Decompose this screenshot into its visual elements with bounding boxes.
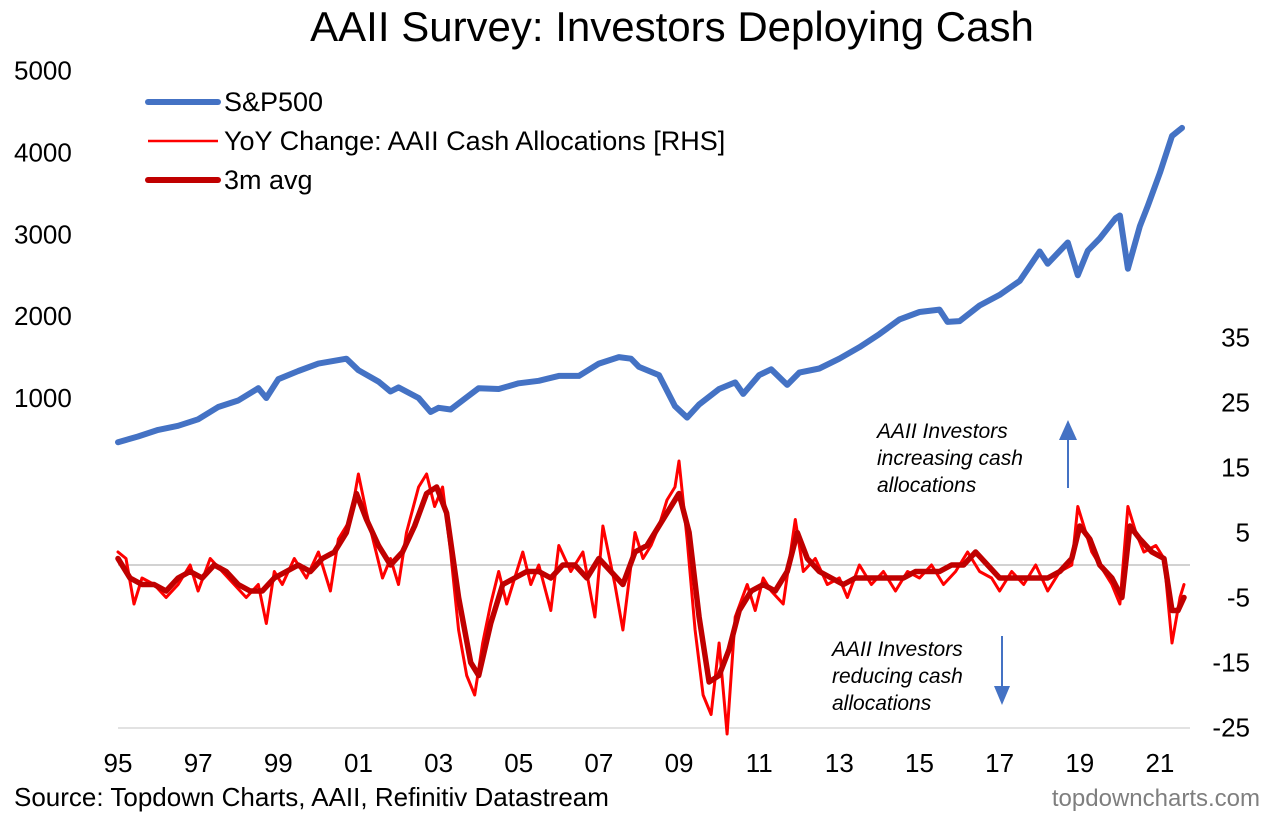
left-tick-label: 5000: [14, 56, 72, 86]
right-tick-label: 35: [1221, 323, 1250, 353]
x-tick-label: 09: [665, 748, 694, 778]
left-tick-label: 3000: [14, 219, 72, 249]
right-tick-label: 15: [1221, 453, 1250, 483]
chart-title: AAII Survey: Investors Deploying Cash: [310, 3, 1034, 50]
annotation-down-line-2: reducing cash: [832, 665, 963, 688]
x-tick-label: 97: [184, 748, 213, 778]
left-axis-ticks: 5000 4000 3000 2000 1000: [14, 56, 72, 413]
legend-label-sp500: S&P500: [224, 87, 323, 117]
left-tick-label: 2000: [14, 301, 72, 331]
x-tick-label: 11: [746, 748, 773, 778]
right-tick-label: -15: [1212, 648, 1250, 678]
annotation-down-line-3: allocations: [832, 692, 932, 715]
x-tick-label: 01: [344, 748, 373, 778]
x-tick-label: 05: [504, 748, 533, 778]
series-3m-avg: [115, 484, 1187, 685]
legend: S&P500 YoY Change: AAII Cash Allocations…: [145, 87, 725, 195]
annotation-up-line-2: increasing cash: [877, 447, 1023, 470]
right-axis-ticks: 35 25 15 5 -5 -15 -25: [1212, 323, 1250, 743]
x-tick-label: 17: [985, 748, 1014, 778]
annotation-up-line-1: AAII Investors: [875, 420, 1008, 443]
series-yoy-change: [116, 459, 1186, 736]
left-tick-label: 4000: [14, 137, 72, 167]
left-tick-label: 1000: [14, 383, 72, 413]
arrow-down-icon: [994, 686, 1010, 705]
x-tick-label: 15: [905, 748, 934, 778]
x-axis-ticks: 95 97 99 01 03 05 07 09 11 13 15 17 19 21: [104, 748, 1175, 778]
x-tick-label: 03: [424, 748, 453, 778]
arrow-up-icon: [1059, 420, 1077, 440]
legend-label-avg: 3m avg: [224, 165, 313, 195]
right-tick-label: -25: [1212, 713, 1250, 743]
annotation-down-line-1: AAII Investors: [830, 638, 963, 661]
x-tick-label: 95: [104, 748, 133, 778]
right-tick-label: 5: [1236, 518, 1250, 548]
watermark: topdowncharts.com: [1052, 785, 1260, 812]
x-tick-label: 13: [825, 748, 854, 778]
series-sp500: [115, 124, 1185, 446]
source-note: Source: Topdown Charts, AAII, Refinitiv …: [14, 782, 609, 812]
legend-label-yoy: YoY Change: AAII Cash Allocations [RHS]: [224, 126, 725, 156]
right-tick-label: -5: [1227, 583, 1250, 613]
annotation-increasing: AAII Investors increasing cash allocatio…: [875, 420, 1077, 497]
x-tick-label: 19: [1065, 748, 1094, 778]
x-tick-label: 99: [264, 748, 293, 778]
series-layer: [115, 124, 1187, 736]
right-tick-label: 25: [1221, 388, 1250, 418]
x-tick-label: 21: [1145, 748, 1174, 778]
annotation-up-line-3: allocations: [877, 474, 977, 497]
x-tick-label: 07: [584, 748, 613, 778]
annotation-reducing: AAII Investors reducing cash allocations: [830, 636, 1010, 715]
